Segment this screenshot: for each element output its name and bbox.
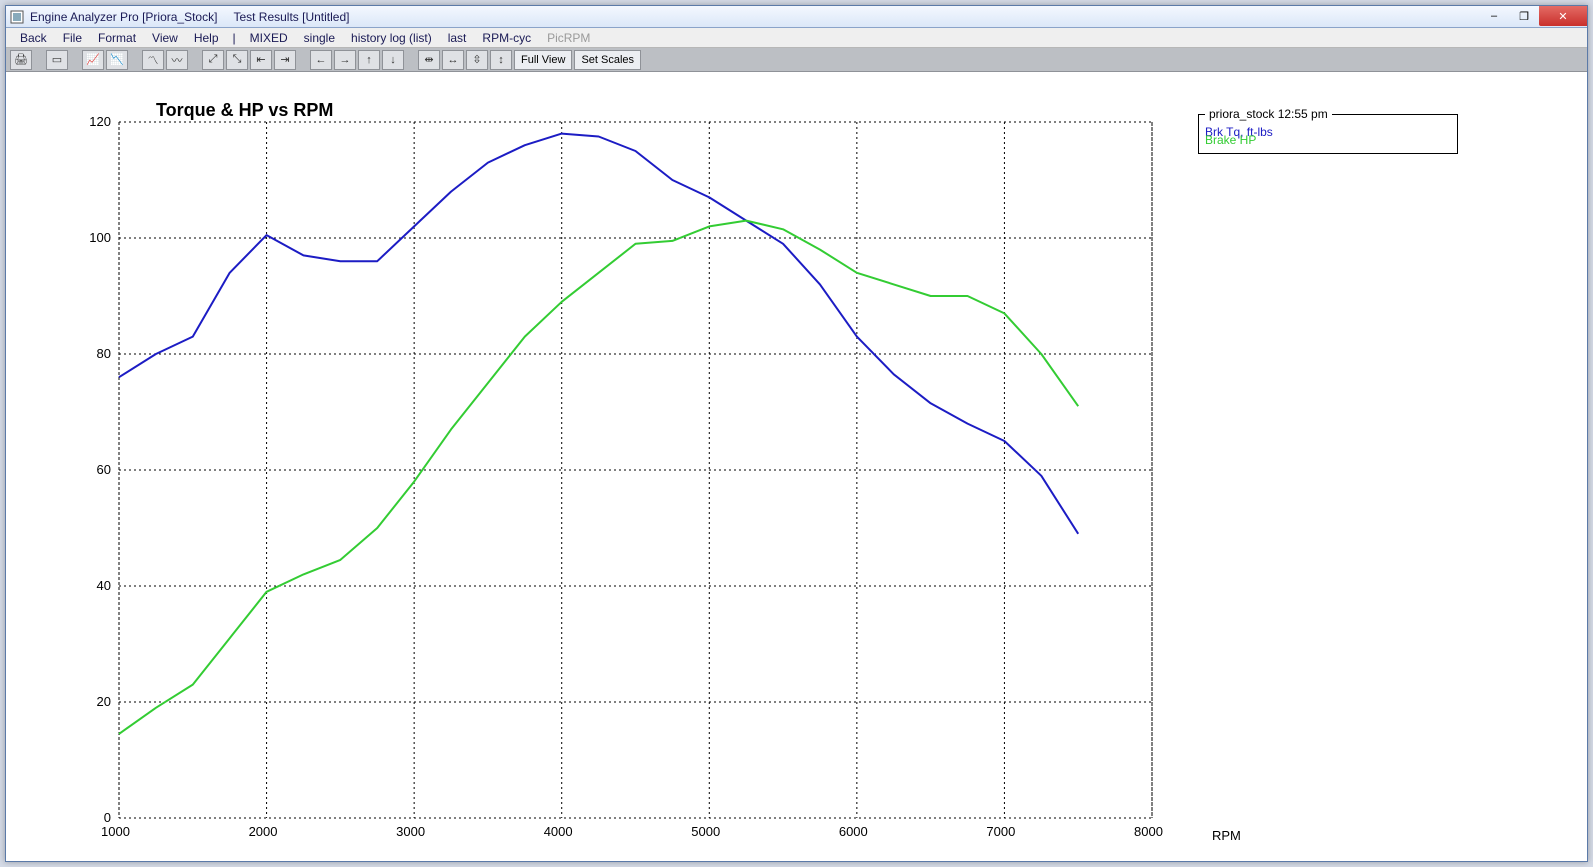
- y-tick-label: 20: [83, 694, 111, 709]
- legend: priora_stock 12:55 pm Brk Tq, ft-lbsBrak…: [1198, 114, 1458, 154]
- doc-title: Test Results [Untitled]: [233, 10, 349, 24]
- menu-format[interactable]: Format: [90, 29, 144, 47]
- chart-line1-icon[interactable]: 📈: [82, 50, 104, 70]
- close-button[interactable]: ✕: [1539, 6, 1587, 26]
- maximize-button[interactable]: ❐: [1509, 6, 1539, 26]
- legend-entry: Brake HP: [1205, 133, 1451, 147]
- menu-mixed[interactable]: MIXED: [242, 29, 296, 47]
- y-tick-label: 80: [83, 346, 111, 361]
- menu-rpm-cyc[interactable]: RPM-cyc: [474, 29, 539, 47]
- y-tick-label: 0: [83, 810, 111, 825]
- toolbar: 🖨 ▭ 📈📉 〽〰 ⤢⤡⇤⇥ ←→↑↓ ⇹↔⇳↕Full ViewSet Scales: [6, 48, 1587, 72]
- y-tick-label: 40: [83, 578, 111, 593]
- menu-view[interactable]: View: [144, 29, 186, 47]
- horiz-expand-icon[interactable]: ↔: [442, 50, 464, 70]
- x-tick-label: 5000: [691, 824, 720, 839]
- chart-alt2-icon[interactable]: ⤡: [226, 50, 248, 70]
- full-view-button[interactable]: Full View: [514, 50, 572, 70]
- minimize-button[interactable]: –: [1479, 6, 1509, 26]
- series-brake-hp: [119, 221, 1078, 734]
- menu-file[interactable]: File: [55, 29, 90, 47]
- x-tick-label: 3000: [396, 824, 425, 839]
- series-brk-tq-ft-lbs: [119, 134, 1078, 534]
- legend-title: priora_stock 12:55 pm: [1205, 107, 1332, 121]
- arrow-down-icon[interactable]: ↓: [382, 50, 404, 70]
- menu-history-log-list-[interactable]: history log (list): [343, 29, 440, 47]
- titlebar: Engine Analyzer Pro [Priora_Stock] Test …: [6, 6, 1587, 28]
- menu-picrpm: PicRPM: [539, 29, 598, 47]
- print-icon[interactable]: 🖨: [10, 50, 32, 70]
- set-scales-button[interactable]: Set Scales: [574, 50, 641, 70]
- chart-area: Torque & HP vs RPM priora_stock 12:55 pm…: [6, 72, 1587, 861]
- app-window: Engine Analyzer Pro [Priora_Stock] Test …: [5, 5, 1588, 862]
- arrow-up-icon[interactable]: ↑: [358, 50, 380, 70]
- x-tick-label: 2000: [249, 824, 278, 839]
- menubar: BackFileFormatViewHelp|MIXEDsinglehistor…: [6, 28, 1587, 48]
- menu-help[interactable]: Help: [186, 29, 227, 47]
- x-tick-label: 1000: [101, 824, 130, 839]
- chart-multi1-icon[interactable]: 〽: [142, 50, 164, 70]
- app-title: Engine Analyzer Pro [Priora_Stock]: [30, 10, 217, 24]
- y-tick-label: 100: [83, 230, 111, 245]
- chart-multi2-icon[interactable]: 〰: [166, 50, 188, 70]
- arrow-right-bar-icon[interactable]: ⇥: [274, 50, 296, 70]
- menu-single[interactable]: single: [296, 29, 343, 47]
- arrow-left-bar-icon[interactable]: ⇤: [250, 50, 272, 70]
- chart-alt1-icon[interactable]: ⤢: [202, 50, 224, 70]
- window-icon[interactable]: ▭: [46, 50, 68, 70]
- menu-last[interactable]: last: [440, 29, 475, 47]
- chart-line2-icon[interactable]: 📉: [106, 50, 128, 70]
- menu-back[interactable]: Back: [12, 29, 55, 47]
- x-tick-label: 8000: [1134, 824, 1163, 839]
- vert-compress-icon[interactable]: ⇳: [466, 50, 488, 70]
- chart-svg: [6, 72, 1586, 861]
- arrow-right-icon[interactable]: →: [334, 50, 356, 70]
- app-icon: [10, 10, 24, 24]
- menu-separator: |: [227, 29, 242, 47]
- window-controls: – ❐ ✕: [1479, 6, 1587, 26]
- x-tick-label: 4000: [544, 824, 573, 839]
- y-tick-label: 60: [83, 462, 111, 477]
- x-tick-label: 6000: [839, 824, 868, 839]
- arrow-left-icon[interactable]: ←: [310, 50, 332, 70]
- y-tick-label: 120: [83, 114, 111, 129]
- x-tick-label: 7000: [986, 824, 1015, 839]
- horiz-compress-icon[interactable]: ⇹: [418, 50, 440, 70]
- vert-expand-icon[interactable]: ↕: [490, 50, 512, 70]
- x-axis-label: RPM: [1212, 828, 1241, 843]
